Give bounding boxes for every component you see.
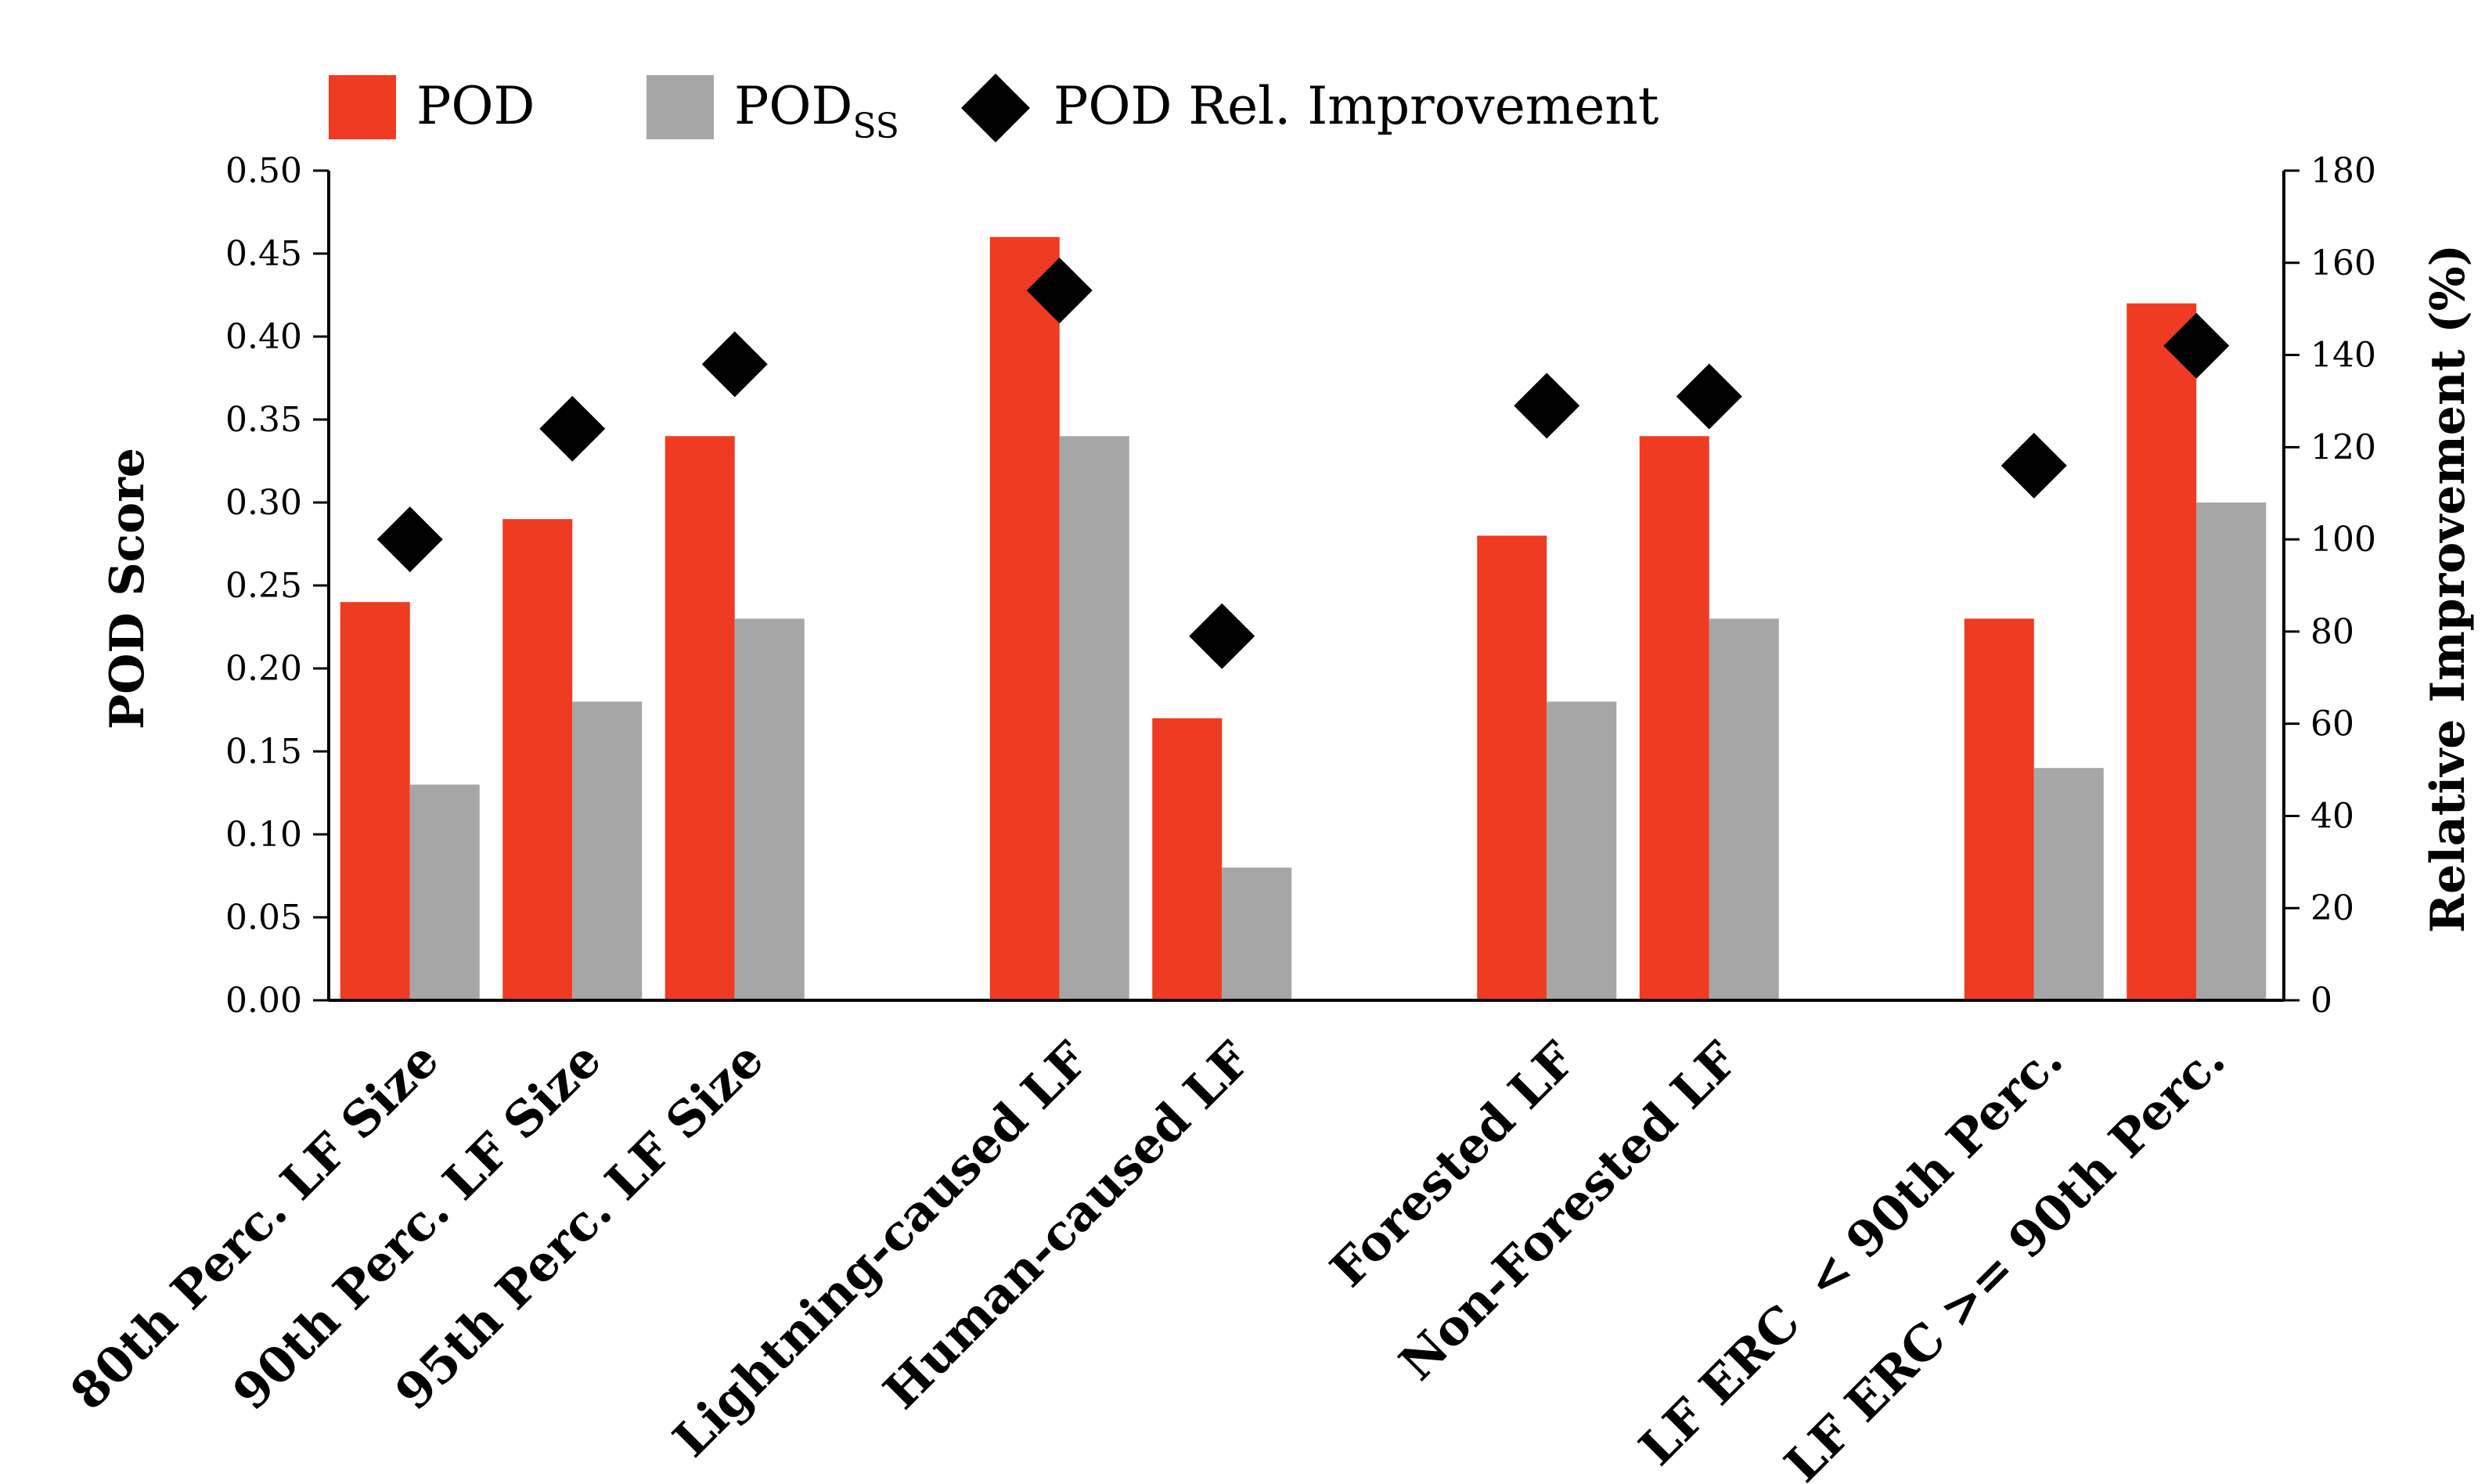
bar-pod-lf-erc-90th-perc	[1964, 618, 2034, 1000]
y2-tick-label-120: 120	[2310, 427, 2376, 467]
bar-pod-human-caused-lf	[1152, 718, 1223, 1000]
marker-rel-improvement-forested-lf	[1514, 373, 1580, 439]
legend-label-pod-ss: PODSS	[734, 76, 899, 146]
bar-pod-lightning-caused-lf	[989, 236, 1060, 1000]
bar-pod-95th-perc-lf-size	[664, 436, 735, 1000]
y-tick-label-0-50: 0.50	[225, 151, 302, 191]
bar-pod-ss-non-forested-lf	[1709, 618, 1779, 1000]
legend-label-rel-improvement: POD Rel. Improvement	[1053, 76, 1658, 136]
y-axis-title: POD Score	[100, 448, 155, 729]
marker-rel-improvement-90th-perc-lf-size	[539, 395, 606, 462]
y2-tick-label-100: 100	[2310, 520, 2376, 560]
y2-axis-title: Relative Improvement (%)	[2421, 244, 2476, 933]
bar-pod-ss-forested-lf	[1547, 701, 1617, 1000]
y2-tick-label-20: 20	[2310, 888, 2354, 928]
legend: POD PODSS POD Rel. Improvement	[329, 74, 1658, 146]
bar-pod-forested-lf	[1477, 535, 1547, 1000]
marker-rel-improvement-lf-erc-90th-perc	[2163, 312, 2230, 379]
y-tick-label-0-00: 0.00	[225, 981, 302, 1021]
y2-tick-label-80: 80	[2310, 612, 2354, 652]
y2-tick-label-180: 180	[2310, 151, 2376, 191]
y-tick-label-0-40: 0.40	[225, 317, 302, 357]
bar-pod-lf-erc-90th-perc	[2127, 303, 2197, 1001]
bar-pod-ss-95th-perc-lf-size	[734, 618, 805, 1000]
y2-tick-label-40: 40	[2310, 796, 2354, 836]
y-tick-label-0-05: 0.05	[225, 898, 302, 938]
bar-pod-ss-80th-perc-lf-size	[409, 784, 480, 1000]
bar-pod-80th-perc-lf-size	[340, 602, 410, 1000]
marker-rel-improvement-lightning-caused-lf	[1026, 258, 1093, 324]
y2-tick-label-0: 0	[2310, 981, 2332, 1021]
y-tick-label-0-25: 0.25	[225, 566, 302, 606]
y2-tick-label-140: 140	[2310, 336, 2376, 376]
bar-pod-ss-90th-perc-lf-size	[572, 701, 643, 1000]
y-tick-label-0-20: 0.20	[225, 649, 302, 689]
y-tick-label-0-30: 0.30	[225, 483, 302, 523]
marker-rel-improvement-lf-erc-90th-perc	[2001, 432, 2067, 499]
marker-rel-improvement-non-forested-lf	[1676, 363, 1742, 430]
y-tick-label-0-35: 0.35	[225, 400, 302, 440]
legend-label-pod: POD	[416, 76, 535, 136]
bar-pod-90th-perc-lf-size	[502, 519, 573, 1000]
y-tick-label-0-15: 0.15	[225, 732, 302, 772]
y2-tick-label-160: 160	[2310, 243, 2376, 283]
bar-pod-ss-lightning-caused-lf	[1059, 436, 1129, 1000]
bar-pod-ss-lf-erc-90th-perc	[2196, 502, 2267, 1000]
bar-pod-non-forested-lf	[1639, 436, 1709, 1000]
y2-tick-label-60: 60	[2310, 704, 2354, 744]
y-tick-label-0-45: 0.45	[225, 234, 302, 274]
marker-rel-improvement-80th-perc-lf-size	[376, 506, 443, 573]
y-tick-label-0-10: 0.10	[225, 815, 302, 855]
legend-swatch-pod	[329, 75, 396, 139]
marker-rel-improvement-human-caused-lf	[1189, 603, 1255, 669]
marker-rel-improvement-95th-perc-lf-size	[701, 331, 768, 398]
bar-pod-ss-lf-erc-90th-perc	[2033, 768, 2104, 1000]
legend-swatch-pod-ss	[646, 75, 714, 139]
bar-pod-ss-human-caused-lf	[1222, 867, 1292, 1000]
legend-marker-rel-improvement	[961, 74, 1030, 142]
